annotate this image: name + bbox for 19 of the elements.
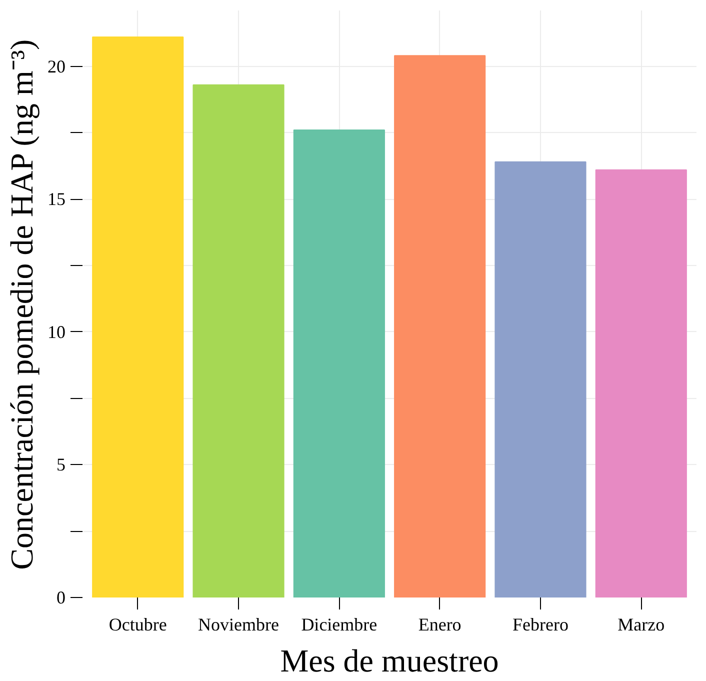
bar [394, 55, 486, 598]
x-tick-label: Diciembre [301, 614, 378, 634]
x-axis-title: Mes de muestreo [280, 642, 499, 678]
bar [595, 169, 687, 598]
bar [293, 130, 385, 598]
bar [494, 161, 586, 598]
x-tick-label: Octubre [108, 614, 167, 634]
x-tick-label: Noviembre [198, 614, 280, 634]
bar [192, 84, 284, 598]
bar [92, 36, 184, 598]
x-tick-label: Enero [418, 614, 462, 634]
y-tick-label: 20 [48, 56, 66, 76]
x-tick-label: Marzo [618, 614, 665, 634]
y-tick-label: 15 [48, 189, 66, 210]
y-tick-label: 0 [56, 588, 66, 608]
y-tick-label: 10 [48, 322, 66, 342]
x-tick-label: Febrero [512, 614, 568, 634]
y-axis-title: Concentración pomedio de HAP (ng m⁻³) [4, 39, 40, 570]
y-tick-label: 5 [56, 454, 66, 475]
